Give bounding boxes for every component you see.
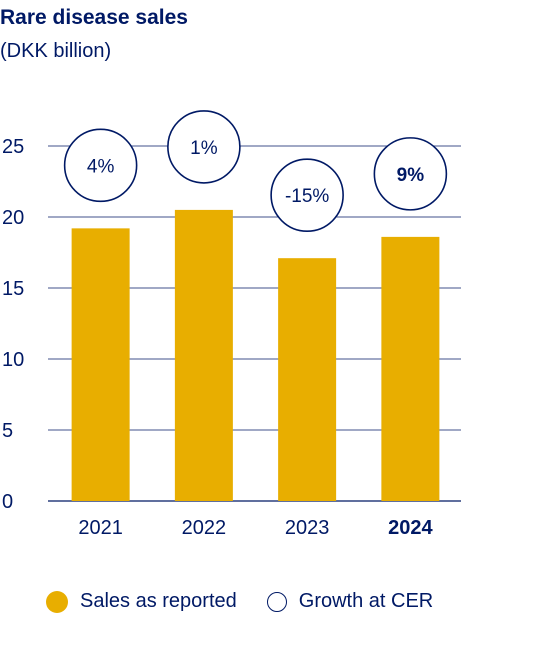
y-tick-label: 25 <box>2 136 24 158</box>
growth-circle <box>373 137 448 211</box>
legend-item-sales: Sales as reported <box>46 590 237 613</box>
chart-subtitle: (DKK billion) <box>0 40 112 62</box>
x-axis-labels: 2021 2022 2023 2024 <box>78 517 433 539</box>
x-tick-label: 2024 <box>388 517 433 539</box>
growth-bubble: -15% <box>270 158 344 232</box>
legend-item-growth: Growth at CER <box>266 590 434 613</box>
growth-label: 9% <box>397 165 425 186</box>
legend: Sales as reported Growth at CER <box>46 590 463 613</box>
growth-bubbles: 4% 1% -15% 9% <box>63 110 448 232</box>
growth-bubble: 4% <box>63 128 138 203</box>
bar <box>381 236 440 501</box>
growth-bubble: 1% <box>167 110 241 184</box>
bar-chart: 0 5 10 15 20 25 2021 2022 2023 2024 4% 1% -15% 9% <box>2 110 461 539</box>
y-axis-ticks: 0 5 10 15 20 25 <box>2 136 24 513</box>
legend-label-growth: Growth at CER <box>298 590 434 612</box>
growth-circle <box>167 110 241 184</box>
outline-circle-icon <box>266 591 287 612</box>
growth-circle <box>270 158 344 232</box>
bars <box>71 209 440 502</box>
filled-circle-icon <box>46 590 68 613</box>
x-tick-label: 2022 <box>182 517 227 539</box>
growth-circle <box>63 128 138 203</box>
chart-title: Rare disease sales <box>0 6 188 29</box>
growth-label: 4% <box>87 156 115 177</box>
y-tick-label: 15 <box>2 278 24 300</box>
y-tick-label: 10 <box>2 349 24 371</box>
y-tick-label: 5 <box>2 420 13 442</box>
growth-label: -15% <box>285 186 329 207</box>
growth-label: 1% <box>190 138 218 159</box>
x-tick-label: 2023 <box>285 517 330 539</box>
legend-label-sales: Sales as reported <box>80 590 237 612</box>
y-tick-label: 20 <box>2 207 24 229</box>
bar <box>278 258 337 501</box>
x-tick-label: 2021 <box>78 517 123 539</box>
bar <box>174 209 233 501</box>
bar <box>71 228 130 502</box>
growth-bubble: 9% <box>373 137 448 211</box>
y-tick-label: 0 <box>2 491 13 513</box>
